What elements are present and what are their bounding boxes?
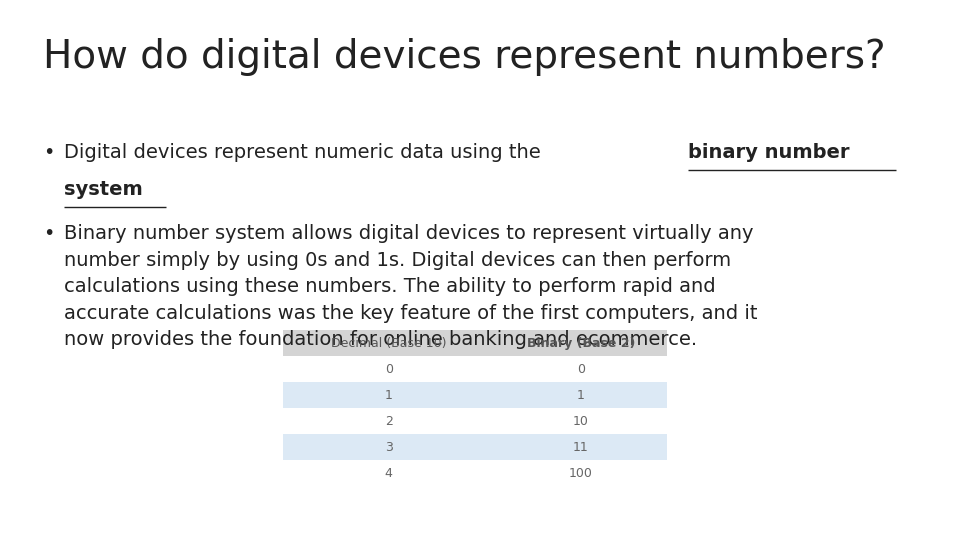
Text: Digital devices represent numeric data using the: Digital devices represent numeric data u… [64,143,547,162]
Text: 11: 11 [573,441,588,454]
FancyBboxPatch shape [283,330,667,356]
Text: 4: 4 [385,467,393,480]
FancyBboxPatch shape [283,434,667,460]
FancyBboxPatch shape [283,356,667,382]
Text: •: • [43,224,55,243]
FancyBboxPatch shape [283,460,667,486]
Text: 2: 2 [385,415,393,428]
Text: How do digital devices represent numbers?: How do digital devices represent numbers… [43,38,886,76]
Text: 1: 1 [385,389,393,402]
FancyBboxPatch shape [283,408,667,434]
Text: Binary number system allows digital devices to represent virtually any
number si: Binary number system allows digital devi… [64,224,757,349]
Text: 100: 100 [569,467,592,480]
Text: Binary (Base 2): Binary (Base 2) [527,337,635,350]
FancyBboxPatch shape [283,382,667,408]
Text: 3: 3 [385,441,393,454]
Text: •: • [43,143,55,162]
Text: 0: 0 [385,363,393,376]
Text: binary number: binary number [687,143,849,162]
Text: 0: 0 [577,363,585,376]
Text: 10: 10 [573,415,588,428]
Text: 1: 1 [577,389,585,402]
Text: Decimal (Base 10): Decimal (Base 10) [331,337,446,350]
Text: system: system [64,180,143,199]
